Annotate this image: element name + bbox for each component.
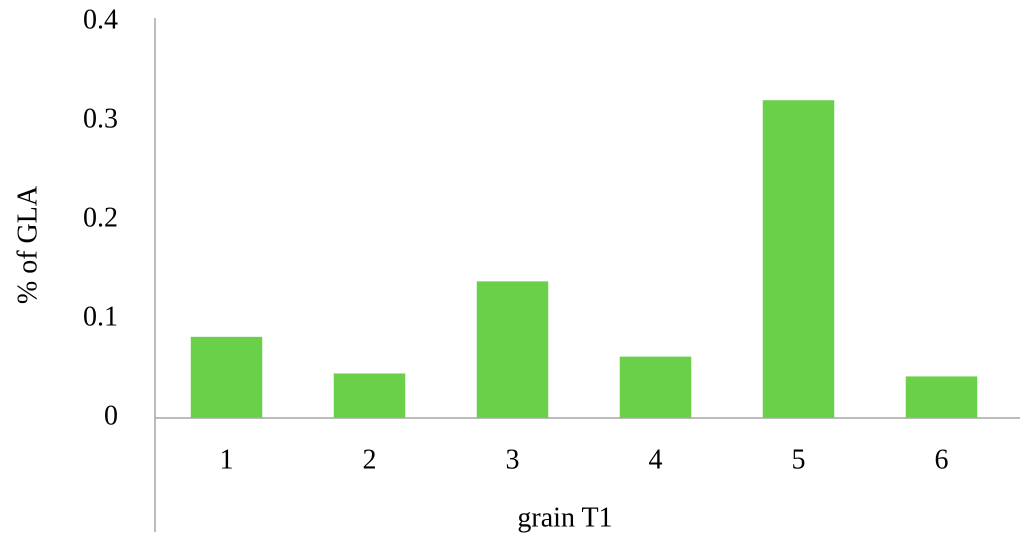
- bar: [190, 336, 263, 418]
- bar: [619, 356, 692, 418]
- y-tick-label: 0.4: [83, 4, 118, 35]
- bar: [476, 281, 549, 418]
- x-tick-label: 1: [220, 444, 234, 475]
- x-axis-label: grain T1: [517, 502, 612, 533]
- y-axis-label: % of GLA: [12, 185, 43, 304]
- bar: [333, 373, 406, 418]
- bar: [762, 100, 835, 419]
- bar: [905, 376, 978, 418]
- x-tick-label: 6: [935, 444, 949, 475]
- x-tick-label: 2: [363, 444, 377, 475]
- x-tick-label: 3: [506, 444, 520, 475]
- y-tick-label: 0: [104, 400, 118, 431]
- x-tick-label: 4: [649, 444, 663, 475]
- y-tick-label: 0.1: [83, 301, 118, 332]
- x-tick-label: 5: [792, 444, 806, 475]
- y-tick-label: 0.2: [83, 202, 118, 233]
- y-tick-label: 0.3: [83, 103, 118, 134]
